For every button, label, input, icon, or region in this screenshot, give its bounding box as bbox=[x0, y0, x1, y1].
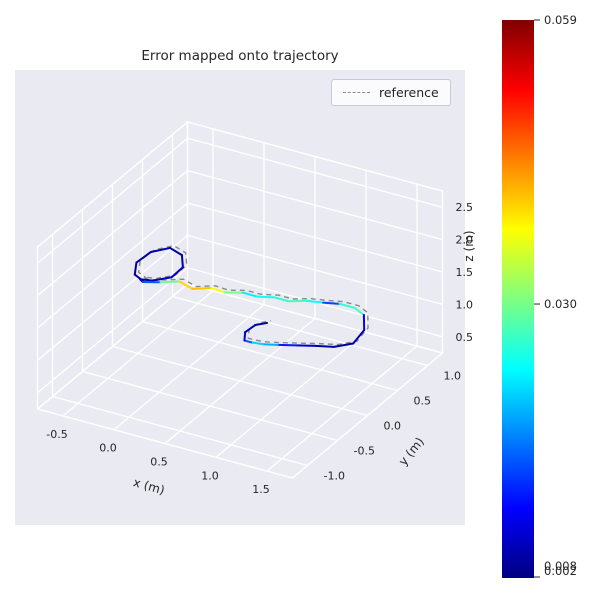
trajectory-segment bbox=[352, 329, 366, 345]
floor-grid-y bbox=[172, 295, 428, 367]
trajectory-segment bbox=[133, 261, 138, 276]
floor-grid-y bbox=[82, 370, 338, 442]
z-tick-label: 2.5 bbox=[456, 201, 474, 214]
z-tick-label: 1.0 bbox=[456, 298, 474, 311]
trajectory-segment bbox=[135, 250, 152, 264]
reference-path bbox=[137, 244, 369, 346]
trajectory-segment bbox=[353, 306, 365, 316]
y-tick-label: 1.0 bbox=[444, 370, 462, 383]
colorbar-tick-label: 0.030 bbox=[544, 297, 577, 311]
wall-x-grid-z bbox=[37, 170, 188, 297]
colorbar-bottom-tick-label: 0.008 bbox=[544, 559, 577, 573]
reference-dashed-line-sample bbox=[343, 92, 370, 93]
wall-x-grid-z bbox=[37, 234, 188, 361]
wall-x-grid-z bbox=[37, 137, 188, 264]
trajectory-segment bbox=[250, 341, 265, 346]
trajectory-segment bbox=[262, 343, 279, 346]
trajectory-segment bbox=[243, 339, 253, 344]
y-tick-label: 0.5 bbox=[414, 395, 432, 408]
trajectory-segment bbox=[149, 246, 172, 253]
x-tick-label: 1.5 bbox=[252, 483, 270, 496]
wall-x-grid-z bbox=[37, 202, 188, 329]
chart-title: Error mapped onto trajectory bbox=[141, 48, 339, 64]
floor-grid-y bbox=[52, 395, 308, 467]
x-tick-label: 1.0 bbox=[201, 469, 219, 482]
trajectory-segment bbox=[256, 295, 276, 299]
x-tick-label: 0.0 bbox=[99, 442, 117, 455]
trajectory-segment bbox=[159, 280, 181, 284]
wall-y-grid-z bbox=[187, 234, 443, 306]
colorbar-bar bbox=[502, 20, 534, 578]
pane-edges bbox=[36, 120, 444, 479]
wall-x-grid-z bbox=[37, 267, 188, 394]
trajectory-segment bbox=[254, 321, 268, 327]
legend: reference bbox=[331, 79, 451, 106]
floor-grid-y bbox=[142, 320, 398, 392]
wall-y-grid-z bbox=[187, 169, 443, 241]
trajectory-segment bbox=[180, 254, 184, 269]
trajectory-segment bbox=[243, 331, 247, 342]
z-tick-label: 0.5 bbox=[456, 331, 474, 344]
trajectory-segment bbox=[273, 296, 290, 303]
trajectory-segment bbox=[322, 301, 341, 305]
y-tick-label: -0.5 bbox=[354, 445, 375, 458]
trajectory-segment bbox=[151, 276, 173, 282]
wall-y-grid-z bbox=[187, 137, 443, 208]
trajectory-segment bbox=[170, 266, 184, 279]
trajectory-segment bbox=[139, 278, 154, 282]
trajectory-segment bbox=[314, 344, 335, 348]
x-tick-label: 0.5 bbox=[150, 456, 168, 469]
trajectory-segment bbox=[244, 324, 257, 334]
trajectory-segment bbox=[169, 246, 183, 257]
trajectory-path bbox=[133, 246, 366, 348]
trajectory-segment bbox=[242, 291, 259, 298]
x-tick-label: -0.5 bbox=[46, 428, 67, 441]
trajectory-segment bbox=[178, 280, 194, 290]
z-tick-label: 2.0 bbox=[456, 234, 474, 247]
colorbar-bottom-tick-label: 0.002 bbox=[544, 564, 577, 578]
y-tick-label: -1.0 bbox=[324, 470, 345, 483]
legend-label: reference bbox=[379, 85, 439, 100]
trajectory-segment bbox=[338, 302, 356, 309]
wall-y-grid-z bbox=[187, 202, 443, 273]
y-tick-label: 0.0 bbox=[384, 420, 402, 433]
colorbar-tick-label: 0.059 bbox=[544, 13, 577, 27]
trajectory-segment bbox=[191, 287, 213, 290]
wall-y-edge bbox=[186, 121, 444, 354]
trajectory-segment bbox=[305, 299, 325, 304]
z-axis-label: z (m) bbox=[462, 230, 476, 261]
floor-grid-y bbox=[112, 345, 368, 417]
tick-labels: -0.5 0.0 0.5 1.0 1.5 -1.0 -0.5 0.0 0.5 1.0 0.5 1.0 1… bbox=[46, 201, 473, 496]
z-tick-label: 1.5 bbox=[456, 266, 474, 279]
trajectory-segment bbox=[332, 342, 355, 348]
trajectory-segment bbox=[210, 287, 226, 294]
